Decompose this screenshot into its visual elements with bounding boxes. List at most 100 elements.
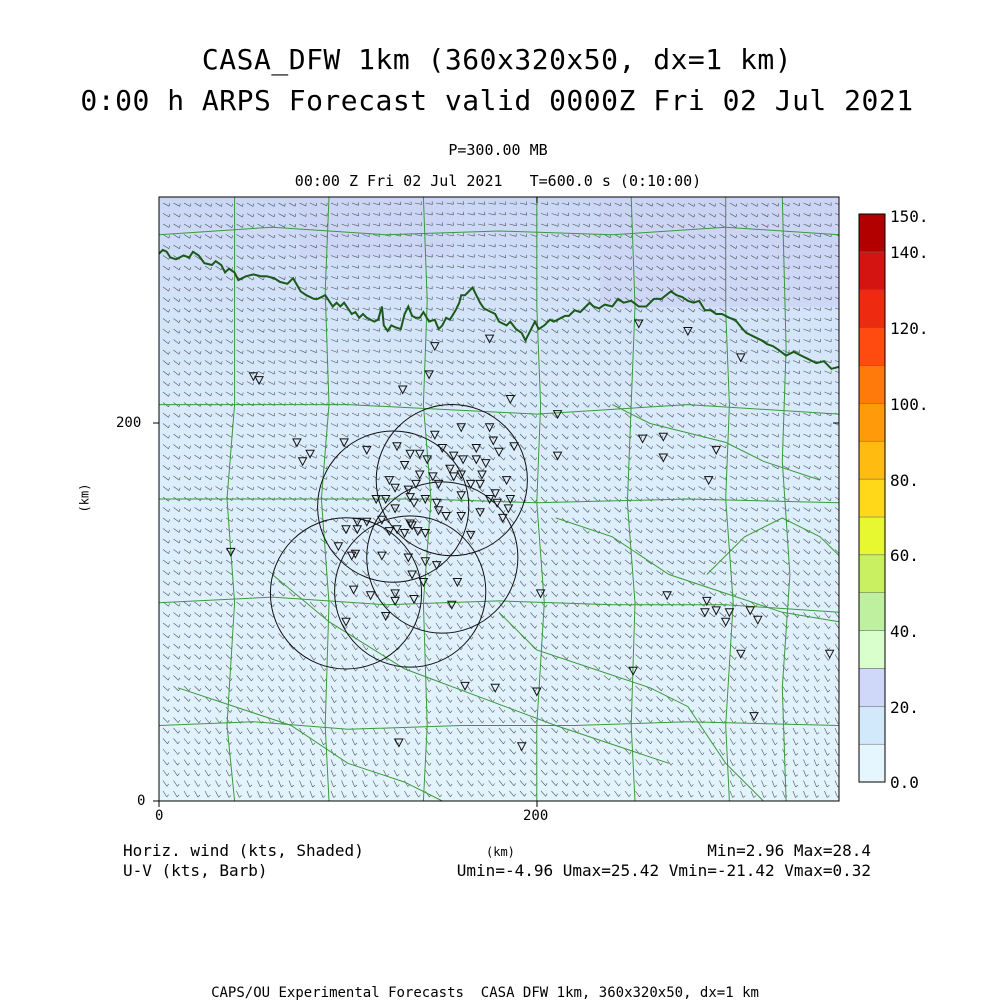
station-marker (465, 479, 476, 489)
colorbar-bin (858, 365, 886, 404)
station-marker (662, 591, 672, 601)
station-marker (516, 742, 527, 752)
colorbar-bin (858, 668, 886, 707)
station-marker (700, 608, 710, 618)
county-line (725, 197, 734, 801)
station-marker (456, 470, 467, 480)
station-marker (480, 459, 491, 469)
station-marker (484, 423, 495, 433)
station-marker (658, 432, 669, 442)
station-marker (460, 681, 470, 691)
station-marker (437, 444, 448, 454)
station-marker (397, 385, 408, 395)
radar-ring (334, 515, 487, 668)
county-line (159, 721, 839, 730)
colorbar-label: 140. (890, 243, 929, 262)
station-marker (409, 595, 419, 605)
station-marker (409, 498, 419, 508)
station-marker (490, 683, 501, 693)
station-marker (405, 493, 416, 503)
station-marker (484, 334, 495, 344)
min-max-label: Min=2.96 Max=28.4 (707, 841, 871, 860)
station-marker (552, 451, 563, 461)
station-marker (407, 570, 417, 580)
station-marker (552, 410, 563, 420)
county-line (612, 404, 821, 481)
station-marker (341, 617, 351, 627)
station-marker (752, 615, 763, 625)
station-marker (292, 438, 302, 448)
station-marker (384, 527, 395, 537)
county-line (177, 687, 443, 801)
station-marker (305, 449, 315, 459)
station-marker (411, 479, 421, 489)
station-marker (394, 738, 404, 748)
uv-range-label: Umin=-4.96 Umax=25.42 Vmin=-21.42 Vmax=0… (456, 861, 871, 880)
station-marker (471, 455, 482, 465)
county-line (555, 517, 839, 623)
station-marker (509, 442, 519, 452)
station-marker (445, 464, 455, 474)
station-marker (392, 525, 402, 535)
y-axis-label: (km) (77, 483, 92, 513)
station-marker (420, 529, 431, 539)
title-line-2: 0:00 h ARPS Forecast valid 0000Z Fri 02 … (80, 84, 914, 117)
station-marker (735, 353, 746, 363)
station-marker (703, 476, 714, 486)
colorbar-bin (858, 289, 886, 328)
colorbar-label: 0.0 (890, 773, 919, 792)
footer: CAPS/OU Experimental Forecasts CASA DFW … (211, 985, 759, 1001)
station-marker (350, 549, 361, 559)
station-marker (390, 589, 400, 599)
station-marker (505, 495, 516, 505)
station-marker (390, 504, 400, 514)
radar-ring (375, 404, 528, 557)
colorbar-bin (858, 440, 886, 480)
station-marker (441, 512, 451, 522)
field-label: Horiz. wind (kts, Shaded) (123, 841, 364, 860)
station-marker (628, 666, 638, 676)
station-marker (824, 649, 835, 659)
barb-label: U-V (kts, Barb) (123, 861, 268, 880)
station-marker (348, 585, 359, 595)
station-marker (422, 455, 433, 465)
station-marker (377, 515, 387, 525)
colorbar-bin (858, 743, 886, 783)
station-marker (399, 461, 410, 471)
station-marker (341, 525, 351, 535)
colorbar-frame (858, 213, 886, 783)
station-marker (633, 319, 644, 329)
station-marker (456, 491, 467, 501)
y-tick-label-0: 0 (137, 793, 146, 809)
county-line (320, 197, 330, 801)
pressure-level: P=300.00 MB (448, 141, 548, 159)
station-marker (361, 445, 372, 455)
station-marker (407, 521, 417, 531)
station-marker (365, 591, 376, 601)
station-marker (490, 489, 501, 499)
colorbar (858, 213, 886, 783)
station-marker (333, 542, 344, 552)
colorbar-label: 150. (890, 207, 929, 226)
station-marker (658, 453, 669, 463)
station-marker (494, 447, 504, 457)
station-marker (225, 547, 236, 557)
high-wind-shade (600, 197, 839, 307)
x-tick-label-200: 200 (523, 808, 549, 824)
station-marker (384, 476, 395, 486)
station-marker (297, 457, 308, 467)
station-marker (683, 327, 693, 337)
colorbar-label: 120. (890, 319, 929, 338)
colorbar-label: 100. (890, 395, 929, 414)
station-marker (390, 596, 400, 606)
x-tick-label-0: 0 (155, 808, 164, 824)
station-marker (390, 483, 400, 493)
station-marker (749, 712, 759, 722)
station-marker (492, 498, 502, 508)
county-line (159, 596, 839, 613)
station-marker (352, 525, 363, 535)
county-borders (159, 197, 839, 801)
station-marker (475, 508, 485, 518)
station-marker (535, 589, 546, 599)
radar-ring (269, 517, 423, 670)
